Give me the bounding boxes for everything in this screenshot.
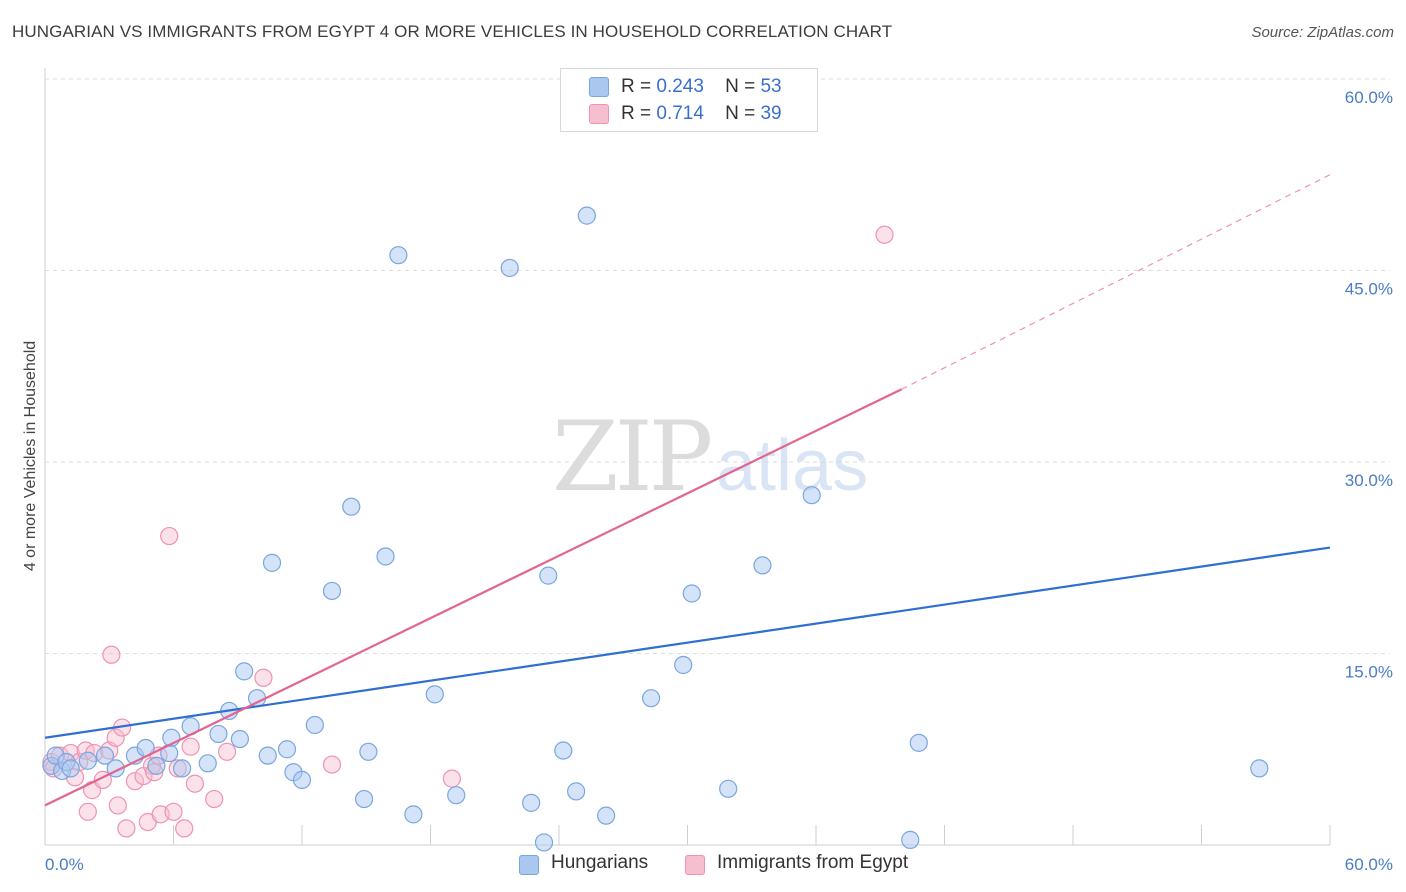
x-tick-label: 60.0% [1345, 855, 1393, 874]
data-point-egypt [217, 742, 237, 761]
data-point-hungarians [753, 556, 772, 575]
data-point-hungarians [262, 553, 282, 572]
legend-row-egypt: R = 0.714 N = 39 [621, 103, 782, 125]
data-point-hungarians [909, 733, 928, 752]
data-point-egypt [106, 728, 125, 747]
data-point-hungarians [802, 486, 821, 505]
legend-n-label: N = [725, 103, 756, 124]
y-tick-label: 30.0% [1345, 471, 1393, 490]
data-point-hungarians [674, 655, 693, 675]
data-point-hungarians [447, 786, 466, 805]
data-point-hungarians [534, 833, 554, 852]
y-tick-label: 15.0% [1345, 663, 1393, 682]
legend-n-value: 39 [760, 103, 782, 124]
data-point-hungarians [305, 715, 324, 735]
y-tick-label: 60.0% [1345, 88, 1393, 107]
data-point-hungarians [641, 689, 661, 708]
data-point-egypt [205, 789, 224, 809]
trend-line-hungarians [44, 546, 1331, 739]
data-point-hungarians [597, 806, 616, 825]
data-point-hungarians [567, 782, 586, 801]
data-point-hungarians [61, 759, 80, 778]
series-hungarians-points [42, 206, 1269, 852]
legend-swatch-egypt [589, 104, 609, 124]
legend-r-label: R = [621, 76, 652, 97]
data-point-hungarians [277, 740, 297, 759]
axes [44, 68, 1331, 846]
data-point-hungarians [172, 759, 192, 778]
data-point-egypt [117, 819, 136, 838]
data-point-egypt [322, 755, 342, 774]
trend-lines [44, 174, 1331, 807]
data-point-egypt [78, 802, 97, 821]
data-point-egypt [164, 802, 183, 821]
data-point-hungarians [389, 246, 408, 265]
data-point-hungarians [901, 830, 920, 849]
tick-labels: 15.0% 30.0% 45.0% 60.0% 0.0% 60.0% [45, 88, 1393, 874]
data-point-hungarians [198, 754, 217, 773]
data-point-hungarians [95, 746, 115, 765]
data-point-hungarians [425, 685, 444, 704]
data-point-hungarians [577, 206, 596, 225]
x-tick-label: 0.0% [45, 855, 84, 874]
data-point-hungarians [554, 741, 573, 760]
data-point-hungarians [376, 547, 395, 566]
legend-swatch-hungarians [589, 77, 609, 97]
data-point-hungarians [292, 770, 312, 789]
data-point-hungarians [78, 751, 97, 770]
data-point-egypt [125, 772, 145, 791]
data-point-hungarians [719, 779, 738, 798]
data-point-hungarians [539, 566, 558, 585]
watermark-atlas: atlas [716, 426, 868, 506]
trend-line-egypt-extension [901, 174, 1331, 390]
legend-n-label: N = [725, 76, 756, 97]
data-point-hungarians [209, 724, 228, 744]
legend-n-value: 53 [760, 76, 782, 97]
y-axis-label: 4 or more Vehicles in Household [22, 341, 39, 571]
data-point-hungarians [500, 258, 519, 278]
bottom-legend-swatch-hungarians [519, 855, 539, 875]
data-point-hungarians [147, 756, 166, 775]
data-point-hungarians [682, 584, 701, 603]
data-point-hungarians [404, 805, 423, 824]
data-point-egypt [108, 796, 127, 815]
legend-r-value: 0.714 [656, 103, 704, 124]
data-point-egypt [185, 774, 205, 793]
bottom-legend-swatch-egypt [685, 855, 705, 875]
watermark-zip: ZIP [552, 401, 711, 513]
data-point-hungarians [230, 729, 249, 749]
legend: R = 0.243 N = 53 R = 0.714 N = 39 [560, 68, 818, 132]
data-point-egypt [254, 668, 273, 687]
grid-lines [45, 78, 1390, 654]
data-point-egypt [175, 819, 194, 838]
source-label: Source: ZipAtlas.com [1251, 24, 1394, 41]
bottom-legend-egypt: Immigrants from Egypt [717, 852, 909, 873]
data-point-hungarians [355, 789, 374, 809]
y-tick-label: 45.0% [1345, 280, 1393, 299]
data-point-hungarians [322, 581, 342, 601]
bottom-legend-hungarians: Hungarians [551, 852, 649, 873]
legend-r-label: R = [621, 103, 652, 124]
data-point-egypt [442, 769, 462, 788]
data-point-hungarians [1250, 759, 1269, 778]
trend-line-egypt [44, 388, 903, 807]
data-point-egypt [181, 737, 200, 756]
chart-title: HUNGARIAN VS IMMIGRANTS FROM EGYPT 4 OR … [12, 22, 893, 41]
data-point-hungarians [258, 746, 277, 765]
data-point-hungarians [235, 662, 254, 681]
legend-r-value: 0.243 [656, 76, 704, 97]
legend-row-hungarians: R = 0.243 N = 53 [621, 76, 782, 98]
data-point-egypt [160, 526, 179, 546]
data-point-egypt [875, 225, 894, 244]
data-point-hungarians [342, 497, 361, 516]
data-point-hungarians [522, 793, 541, 812]
data-point-egypt [102, 645, 121, 664]
data-point-hungarians [359, 742, 378, 761]
